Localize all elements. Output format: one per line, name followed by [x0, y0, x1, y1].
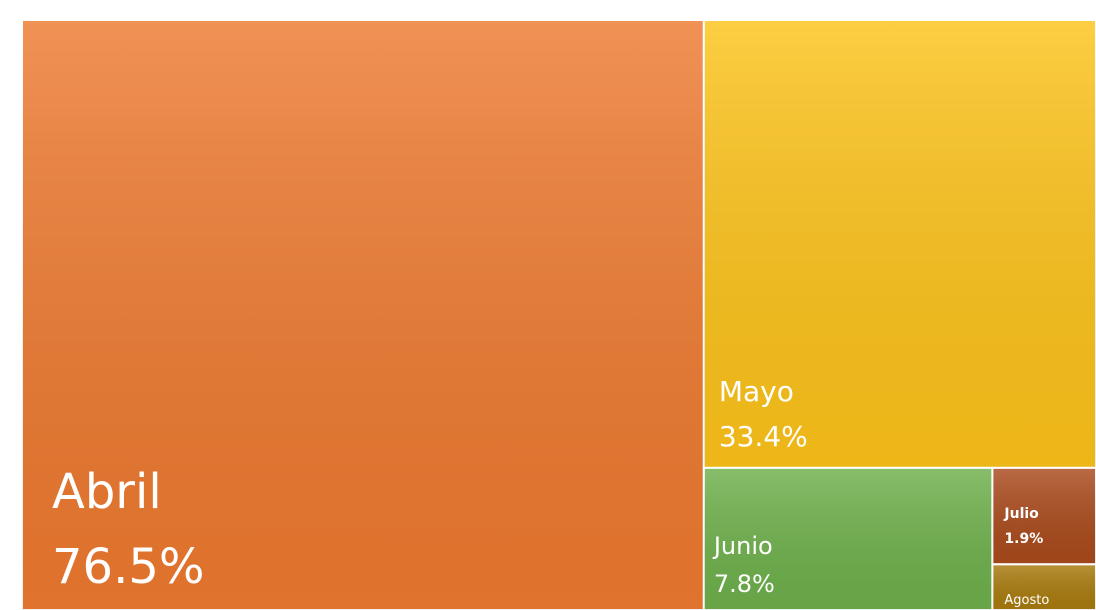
tile-value: 33.4% — [719, 420, 808, 453]
tile-label: Mayo — [719, 375, 794, 408]
tile-label: Abril — [52, 464, 162, 520]
tile-value: 76.5% — [52, 539, 204, 595]
tile-label: Junio — [712, 532, 773, 560]
tile-label: Agosto — [1004, 593, 1049, 608]
tile — [21, 19, 705, 610]
tile-label: Julio — [1003, 506, 1039, 522]
tile-value: 7.8% — [714, 570, 775, 598]
tile-value: 1.9% — [1004, 531, 1043, 547]
